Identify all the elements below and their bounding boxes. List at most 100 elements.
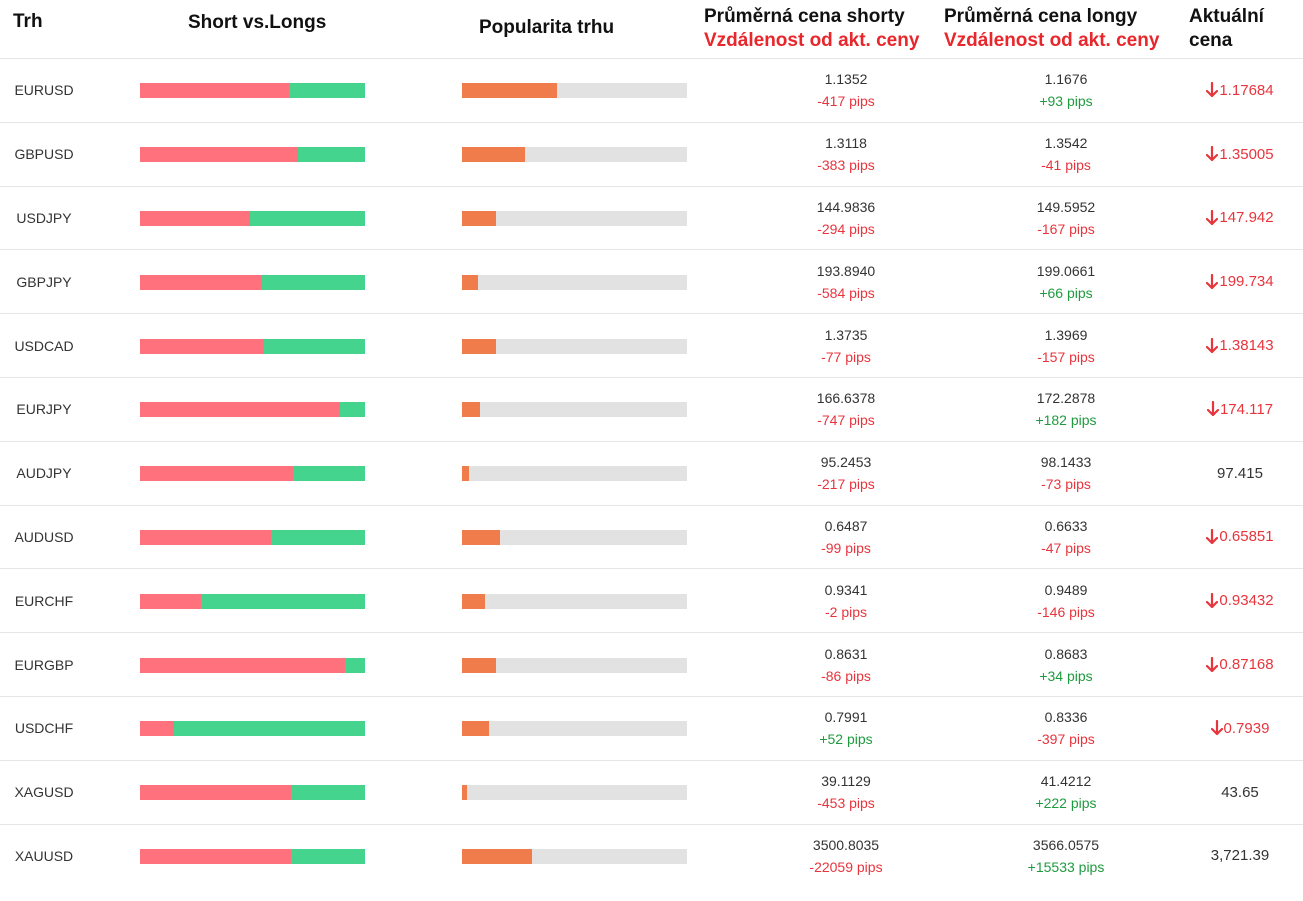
market-name[interactable]: EURCHF <box>14 592 74 609</box>
market-name[interactable]: GBPUSD <box>14 146 74 163</box>
down-arrow-icon <box>1206 273 1219 289</box>
table-row[interactable]: GBPUSD 1.3118 -383 pips 1.3542 -41 pips … <box>0 121 1303 186</box>
popularity-fill <box>462 593 485 609</box>
current-price-cell: 0.87168 <box>1180 633 1300 696</box>
avg-long-price: 3566.0575 <box>1032 836 1100 853</box>
avg-long-price: 0.9489 <box>1044 581 1088 598</box>
table-header: Trh Short vs.Longs Popularita trhu Průmě… <box>0 0 1303 58</box>
header-avg-short[interactable]: Průměrná cena shorty Vzdálenost od akt. … <box>704 5 919 53</box>
current-price: 0.93432 <box>1219 592 1274 610</box>
current-price-cell: 1.38143 <box>1180 314 1300 377</box>
current-price: 1.17684 <box>1219 81 1274 99</box>
short-share-fill <box>140 83 289 99</box>
table-row[interactable]: EURJPY 166.6378 -747 pips 172.2878 +182 … <box>0 376 1303 441</box>
popularity-bar <box>462 402 687 418</box>
table-row[interactable]: AUDJPY 95.2453 -217 pips 98.1433 -73 pip… <box>0 440 1303 505</box>
table-row[interactable]: EURUSD 1.1352 -417 pips 1.1676 +93 pips … <box>0 58 1303 122</box>
table-row[interactable]: EURCHF 0.9341 -2 pips 0.9489 -146 pips 0… <box>0 568 1303 632</box>
table-row[interactable]: USDCHF 0.7991 +52 pips 0.8336 -397 pips … <box>0 695 1303 760</box>
header-market[interactable]: Trh <box>13 11 43 32</box>
popularity-fill <box>462 529 501 545</box>
market-name[interactable]: AUDUSD <box>14 528 74 545</box>
short-share-fill <box>140 529 271 545</box>
header-popularity[interactable]: Popularita trhu <box>479 17 615 38</box>
avg-long-cell: 172.2878 +182 pips <box>966 378 1166 441</box>
market-name[interactable]: EURJPY <box>16 401 72 418</box>
avg-short-price: 193.8940 <box>816 262 876 279</box>
current-price-cell: 1.35005 <box>1180 123 1300 186</box>
popularity-fill <box>462 785 467 801</box>
short-vs-long-bar <box>140 593 365 609</box>
avg-long-price: 98.1433 <box>1040 454 1092 471</box>
down-arrow-icon <box>1206 401 1219 417</box>
down-arrow-icon <box>1206 82 1219 98</box>
popularity-fill <box>462 466 469 482</box>
popularity-fill <box>462 402 480 418</box>
avg-long-cell: 1.3969 -157 pips <box>966 314 1166 377</box>
avg-long-cell: 0.6633 -47 pips <box>966 506 1166 569</box>
avg-short-cell: 39.1129 -453 pips <box>746 761 946 824</box>
market-name[interactable]: USDCAD <box>14 337 74 354</box>
table-row[interactable]: USDJPY 144.9836 -294 pips 149.5952 -167 … <box>0 185 1303 250</box>
current-price-cell: 43.65 <box>1180 761 1300 824</box>
current-price: 199.734 <box>1219 273 1274 291</box>
avg-short-price: 0.7991 <box>824 709 868 726</box>
avg-long-distance: -146 pips <box>1037 603 1095 620</box>
avg-short-distance: +52 pips <box>819 731 873 748</box>
table-row[interactable]: XAGUSD 39.1129 -453 pips 41.4212 +222 pi… <box>0 759 1303 824</box>
avg-long-price: 1.3542 <box>1044 135 1088 152</box>
market-name[interactable]: EURGBP <box>14 656 74 673</box>
short-vs-long-bar <box>140 466 365 482</box>
current-price: 1.35005 <box>1219 145 1274 163</box>
current-price-cell: 199.734 <box>1180 250 1300 313</box>
table-row[interactable]: XAUUSD 3500.8035 -22059 pips 3566.0575 +… <box>0 823 1303 888</box>
avg-long-distance: -73 pips <box>1041 476 1091 493</box>
short-share-fill <box>140 210 251 226</box>
market-name[interactable]: XAGUSD <box>14 784 74 801</box>
header-current-price[interactable]: Aktuální cena <box>1189 5 1264 53</box>
current-price: 43.65 <box>1221 783 1259 801</box>
header-avg-long[interactable]: Průměrná cena longy Vzdálenost od akt. c… <box>944 5 1159 53</box>
avg-long-distance: -41 pips <box>1041 157 1091 174</box>
down-arrow-icon <box>1206 209 1219 226</box>
avg-short-price: 0.8631 <box>824 645 868 662</box>
table-row[interactable]: EURGBP 0.8631 -86 pips 0.8683 +34 pips 0… <box>0 632 1303 696</box>
avg-long-price: 0.8683 <box>1044 645 1088 662</box>
avg-long-distance: -167 pips <box>1037 220 1095 237</box>
avg-short-price: 144.9836 <box>816 198 876 215</box>
table-row[interactable]: AUDUSD 0.6487 -99 pips 0.6633 -47 pips 0… <box>0 504 1303 569</box>
current-price: 0.87168 <box>1219 656 1274 674</box>
popularity-bar <box>462 338 687 354</box>
short-vs-long-bar <box>140 657 365 673</box>
avg-long-price: 149.5952 <box>1036 198 1096 215</box>
avg-short-price: 0.9341 <box>824 581 868 598</box>
market-name[interactable]: GBPJPY <box>16 273 72 290</box>
table-row[interactable]: GBPJPY 193.8940 -584 pips 199.0661 +66 p… <box>0 249 1303 313</box>
avg-short-cell: 1.1352 -417 pips <box>746 59 946 122</box>
avg-short-cell: 166.6378 -747 pips <box>746 378 946 441</box>
short-share-fill <box>140 338 264 354</box>
market-name[interactable]: USDCHF <box>14 720 74 737</box>
short-share-fill <box>140 402 341 418</box>
popularity-bar <box>462 785 687 801</box>
market-name[interactable]: EURUSD <box>14 82 74 99</box>
current-price: 0.65851 <box>1219 528 1274 546</box>
avg-long-distance: +182 pips <box>1035 412 1097 429</box>
popularity-fill <box>462 147 525 163</box>
market-name[interactable]: USDJPY <box>16 209 72 226</box>
popularity-fill <box>462 210 496 226</box>
avg-long-price: 0.8336 <box>1044 709 1088 726</box>
header-short-vs-longs[interactable]: Short vs.Longs <box>188 12 327 33</box>
market-name[interactable]: AUDJPY <box>16 465 72 482</box>
avg-short-cell: 193.8940 -584 pips <box>746 250 946 313</box>
avg-short-distance: -77 pips <box>821 348 871 365</box>
avg-long-price: 1.3969 <box>1044 326 1088 343</box>
current-price-cell: 1.17684 <box>1180 59 1300 122</box>
avg-short-price: 166.6378 <box>816 390 876 407</box>
current-price: 3,721.39 <box>1210 847 1270 865</box>
table-row[interactable]: USDCAD 1.3735 -77 pips 1.3969 -157 pips … <box>0 313 1303 377</box>
avg-long-cell: 0.9489 -146 pips <box>966 569 1166 632</box>
popularity-fill <box>462 848 532 864</box>
avg-long-cell: 41.4212 +222 pips <box>966 761 1166 824</box>
market-name[interactable]: XAUUSD <box>14 847 74 864</box>
